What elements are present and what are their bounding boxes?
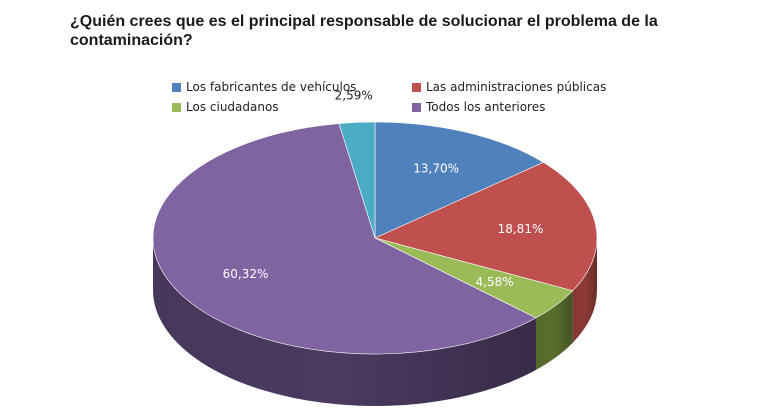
pie-data-label-1: 18,81%: [498, 222, 544, 236]
pie-side-shade-2: [535, 290, 573, 370]
pie-slice-0: [374, 121, 544, 239]
legend-swatch: [172, 102, 181, 112]
pie-slice-3: [152, 123, 537, 355]
pie-data-label-2: 4,58%: [476, 275, 514, 289]
legend-label: Todos los anteriores: [426, 100, 546, 114]
legend-swatch: [172, 82, 181, 92]
pie-slice-1: [374, 162, 598, 292]
pie-labels: 13,70% 18,81% 4,58% 60,32% 2,59%: [223, 89, 544, 290]
legend-item-todos: Todos los anteriores: [412, 100, 652, 114]
pie-side-shade-3: [153, 238, 536, 406]
pie-side-shade-1: [572, 238, 597, 343]
legend-swatch: [412, 102, 421, 112]
legend-item-ciudadanos: Los ciudadanos: [172, 100, 412, 114]
legend-label: Las administraciones públicas: [426, 80, 607, 94]
pie-data-label-0: 13,70%: [413, 161, 459, 175]
legend-label: Los ciudadanos: [186, 100, 279, 114]
chart-title: ¿Quién crees que es el principal respons…: [70, 13, 658, 49]
legend-item-administraciones: Las administraciones públicas: [412, 80, 652, 94]
pie-slice-4: [338, 121, 376, 239]
legend-swatch: [412, 82, 421, 92]
pie-data-label-4: 2,59%: [335, 89, 373, 103]
legend-label: Los fabricantes de vehículos: [186, 80, 357, 94]
pie-tops: [152, 121, 598, 355]
pie-data-label-3: 60,32%: [223, 267, 269, 281]
chart-legend: Los fabricantes de vehículos Las adminis…: [172, 80, 642, 114]
pie-sides: [153, 238, 597, 406]
legend-item-fabricantes: Los fabricantes de vehículos: [172, 80, 412, 94]
